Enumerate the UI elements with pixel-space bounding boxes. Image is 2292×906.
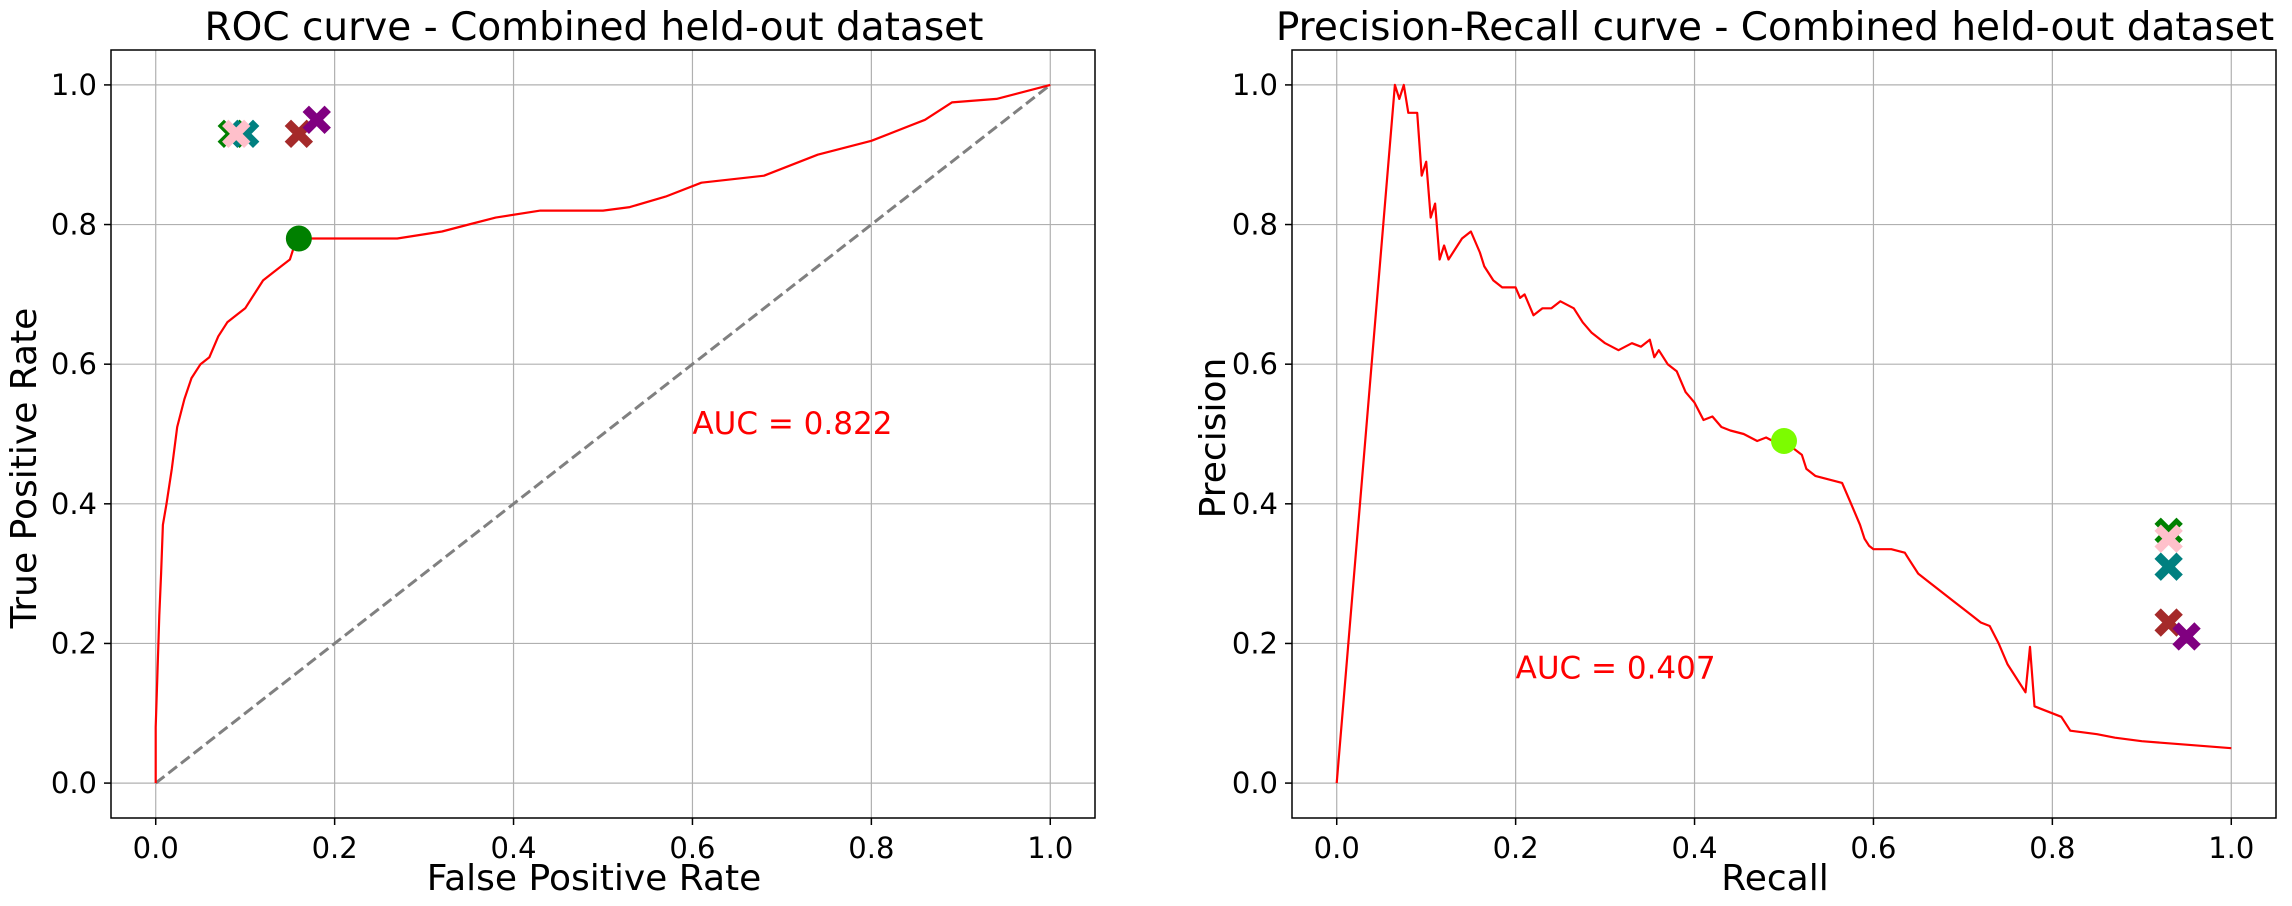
- pr-ytick-label-1: 0.2: [1232, 626, 1278, 660]
- roc-xlabel: False Positive Rate: [427, 858, 762, 899]
- pr-ytick-label-0: 0.0: [1232, 766, 1278, 800]
- roc-xtick-label-5: 1.0: [1027, 831, 1073, 865]
- pr-ytick-label-2: 0.4: [1232, 487, 1278, 521]
- roc-threshold-point: [285, 225, 312, 252]
- roc-xtick-label-1: 0.2: [312, 831, 358, 865]
- pr-ytick-label-5: 1.0: [1232, 68, 1278, 102]
- roc-panel: ROC curve - Combined held-out dataset Fa…: [4, 5, 1096, 899]
- pr-xtick-label-1: 0.2: [1493, 831, 1539, 865]
- roc-xtick-label-3: 0.6: [669, 831, 715, 865]
- roc-ytick-label-5: 1.0: [51, 68, 97, 102]
- roc-ytick-label-4: 0.8: [51, 208, 97, 242]
- pr-marker-1: [2154, 524, 2183, 553]
- pr-xtick-label-4: 0.8: [2029, 831, 2075, 865]
- pr-xlabel: Recall: [1721, 858, 1828, 899]
- pr-xtick-label-5: 1.0: [2208, 831, 2254, 865]
- roc-xtick-label-4: 0.8: [848, 831, 894, 865]
- roc-xtick-label-2: 0.4: [490, 831, 536, 865]
- pr-ylabel: Precision: [1193, 358, 1234, 519]
- roc-marker-4: [302, 105, 331, 134]
- roc-chance-line: [154, 83, 1052, 785]
- roc-ytick-label-0: 0.0: [51, 766, 97, 800]
- roc-auc-annotation: AUC = 0.822: [692, 406, 892, 442]
- pr-auc-annotation: AUC = 0.407: [1516, 650, 1716, 686]
- pr-curve: [1335, 83, 2232, 784]
- pr-panel: Precision-Recall curve - Combined held-o…: [1193, 5, 2277, 899]
- roc-ytick-label-2: 0.4: [51, 487, 97, 521]
- pr-marker-2: [2154, 552, 2183, 581]
- roc-curve: [154, 83, 1051, 784]
- roc-axes-frame: [110, 49, 1096, 819]
- pr-title: Precision-Recall curve - Combined held-o…: [1276, 5, 2274, 50]
- pr-axes-frame: [1291, 49, 2277, 819]
- pr-ytick-label-3: 0.6: [1232, 347, 1278, 381]
- pr-xtick-label-3: 0.6: [1850, 831, 1896, 865]
- roc-title: ROC curve - Combined held-out dataset: [205, 5, 984, 50]
- pr-marker-4: [2172, 622, 2201, 651]
- roc-ylabel: True Positive Rate: [4, 308, 45, 630]
- pr-marker-0: [2154, 517, 2183, 546]
- pr-threshold-point: [1771, 427, 1797, 454]
- pr-xtick-label-0: 0.0: [1314, 831, 1360, 865]
- roc-xtick-label-0: 0.0: [133, 831, 179, 865]
- roc-ytick-label-3: 0.6: [51, 347, 97, 381]
- pr-xtick-label-2: 0.4: [1671, 831, 1717, 865]
- roc-marker-2: [222, 119, 251, 148]
- roc-ytick-label-1: 0.2: [51, 626, 97, 660]
- pr-ytick-label-4: 0.8: [1232, 208, 1278, 242]
